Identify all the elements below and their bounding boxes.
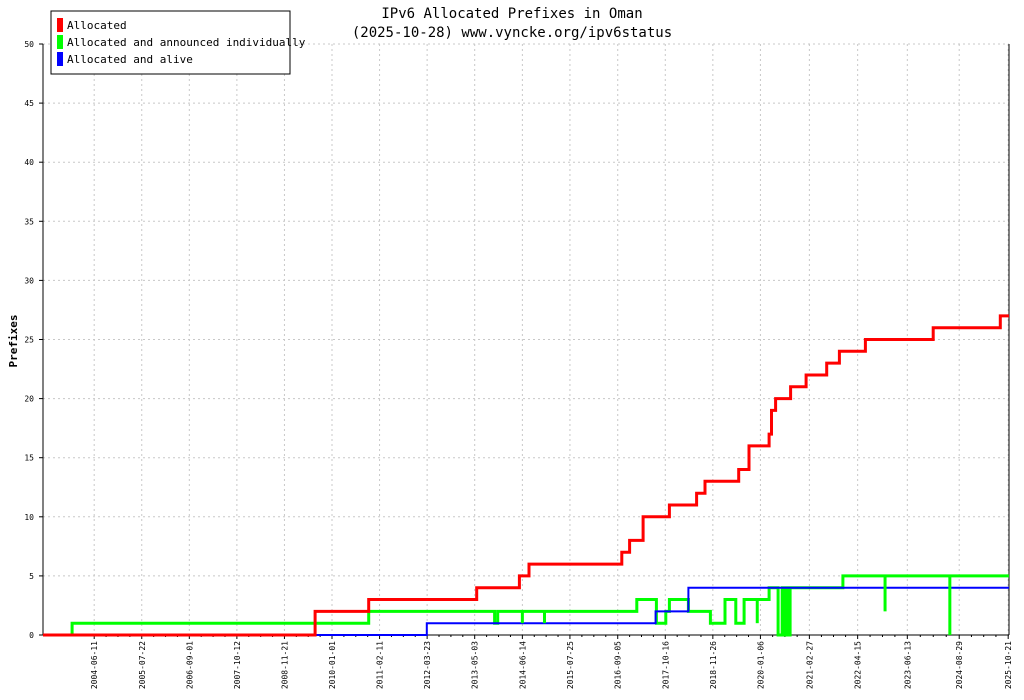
legend-swatch <box>57 18 63 32</box>
x-tick-label: 2021-02-27 <box>805 641 814 689</box>
y-tick-label: 45 <box>24 99 34 108</box>
y-tick-label: 30 <box>24 276 34 285</box>
x-tick-label: 2012-03-23 <box>423 641 432 689</box>
x-tick-label: 2025-10-21 <box>1004 641 1013 689</box>
y-tick-label: 5 <box>29 572 34 581</box>
y-tick-label: 35 <box>24 217 34 226</box>
series-line-allocated-and-alive <box>43 586 1009 636</box>
x-tick-label: 2006-09-01 <box>185 641 194 689</box>
y-tick-label: 40 <box>24 158 34 167</box>
x-tick-label: 2004-06-11 <box>90 641 99 689</box>
y-tick-label: 50 <box>24 40 34 49</box>
legend-swatch <box>57 35 63 49</box>
y-tick-label: 10 <box>24 513 34 522</box>
x-tick-label: 2015-07-25 <box>566 641 575 689</box>
y-tick-label: 25 <box>24 336 34 345</box>
legend-label: Allocated <box>67 19 127 32</box>
x-tick-label: 2014-06-14 <box>518 641 527 689</box>
x-tick-label: 2008-11-21 <box>280 641 289 689</box>
x-tick-label: 2017-10-16 <box>661 641 670 689</box>
x-tick-label: 2024-08-29 <box>955 641 964 689</box>
chart-title: IPv6 Allocated Prefixes in Oman <box>381 6 642 22</box>
legend-box <box>50 10 291 75</box>
y-tick-label: 20 <box>24 395 34 404</box>
x-tick-label: 2011-02-11 <box>376 641 385 689</box>
x-tick-label: 2023-06-13 <box>903 641 912 689</box>
x-tick-label: 2016-09-05 <box>614 641 623 689</box>
series-line-allocated-and-announced-individually <box>43 574 1009 637</box>
y-tick-label: 15 <box>24 454 34 463</box>
series-line-allocated <box>43 314 1009 637</box>
x-tick-label: 2022-04-15 <box>854 641 863 689</box>
series-layer <box>43 314 1009 637</box>
x-tick-label: 2020-01-06 <box>756 641 765 689</box>
x-tick-label: 2007-10-12 <box>233 641 242 689</box>
x-tick-label: 2005-07-22 <box>138 641 147 689</box>
y-tick-label: 0 <box>29 631 34 640</box>
legend-label: Allocated and alive <box>67 53 193 66</box>
chart-subtitle: (2025-10-28) www.vyncke.org/ipv6status <box>352 25 672 41</box>
x-tick-label: 2013-05-03 <box>471 641 480 689</box>
x-tick-label: 2010-01-01 <box>328 641 337 689</box>
x-tick-label: 2018-11-26 <box>709 641 718 689</box>
legend: Allocated Allocated and announced individ… <box>50 10 306 75</box>
legend-swatch <box>57 52 63 66</box>
y-axis-label: Prefixes <box>7 315 20 368</box>
legend-label: Allocated and announced individually <box>67 36 306 49</box>
